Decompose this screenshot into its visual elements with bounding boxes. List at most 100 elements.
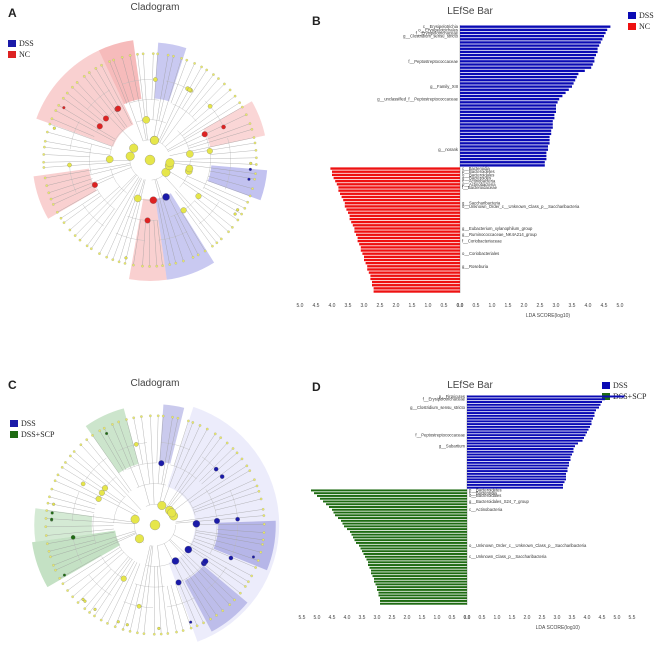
bar-s2-31 — [372, 575, 467, 578]
tree-branch — [162, 422, 193, 506]
bar-label-s2-24: c__Unknown_Class_p__Saccharibacteria — [469, 554, 547, 559]
tree-leaf-node — [99, 618, 103, 622]
legend-swatch-dss-c — [10, 420, 18, 427]
bar-label-s2-21: g__Ruminococcaceae_NK4A214_group — [462, 232, 537, 237]
bar-s1-8 — [467, 417, 593, 420]
bar-s2-17 — [351, 220, 460, 224]
tree-node — [221, 124, 226, 130]
clade-highlight-5 — [155, 193, 215, 280]
tree-node — [187, 87, 192, 93]
panel-d-letter: D — [312, 380, 321, 394]
tree-leaf-node — [148, 265, 151, 268]
tree-leaf-node — [50, 487, 54, 491]
tree-leaf-node — [187, 419, 190, 423]
legend-label-dss-d: DSS — [613, 381, 628, 390]
tree-branch — [175, 515, 264, 524]
tree-branch — [62, 547, 121, 584]
x-tick-label: 4.5 — [601, 303, 608, 309]
tree-leaf-node — [128, 54, 132, 57]
bar-label-s2-2: o__Bacteroidales — [462, 172, 494, 177]
bar-s2-39 — [380, 597, 467, 600]
tree-leaf-node — [52, 563, 55, 567]
tree-node — [175, 579, 182, 586]
tree-leaf-node — [181, 629, 185, 632]
bar-label-s1-0: c__Erysipelotrichia — [423, 24, 459, 29]
tree-branch — [86, 208, 115, 246]
tree-branch — [92, 435, 132, 492]
legend-label-nc: NC — [19, 50, 31, 59]
tree-leaf-node — [53, 479, 57, 483]
tree-leaf-node — [215, 241, 219, 245]
bar-s1-10 — [460, 57, 595, 60]
tree-branch — [91, 176, 140, 249]
bar-s1-15 — [460, 72, 579, 76]
bar-s2-25 — [366, 558, 467, 561]
bar-s1-22 — [467, 456, 571, 459]
tree-leaf-node — [49, 555, 52, 559]
legend-label-dss: DSS — [19, 39, 34, 48]
tree-leaf-node — [244, 585, 247, 588]
bar-s2-23 — [357, 239, 460, 243]
bar-s2-4 — [323, 500, 467, 503]
bar-s2-18 — [352, 224, 460, 227]
tree-branch — [183, 102, 240, 139]
tree-branch — [115, 563, 141, 627]
x-tick-label: 1.0 — [434, 615, 441, 621]
tree-branch — [46, 528, 114, 536]
tree-leaf-node — [125, 418, 128, 421]
bar-s1-33 — [460, 129, 552, 132]
tree-branch — [57, 189, 98, 213]
bar-s2-2 — [332, 173, 460, 177]
tree-branch — [49, 123, 113, 147]
bar-s1-16 — [460, 75, 577, 79]
bar-s1-41 — [460, 154, 547, 158]
bar-s2-20 — [359, 544, 467, 547]
bar-label-s1-14: f__Peptostreptococcaceae — [415, 432, 465, 437]
tree-branch — [203, 187, 245, 209]
tree-leaf-node — [76, 601, 80, 604]
x-tick-label: 0.5 — [473, 303, 480, 309]
tree-branch — [170, 60, 187, 104]
x-tick-label: 0.0 — [457, 303, 464, 309]
tree-leaf-node — [223, 82, 226, 86]
tree-branch — [101, 65, 132, 125]
tree-branch — [126, 419, 150, 506]
tree-branch — [189, 548, 246, 587]
bar-s1-28 — [460, 113, 555, 117]
bar-s1-43 — [460, 161, 545, 164]
tree-branch — [67, 92, 104, 123]
tree-branch — [182, 69, 207, 109]
bar-s2-25 — [360, 246, 460, 249]
tree-branch — [193, 485, 258, 511]
bar-s2-35 — [377, 586, 467, 589]
tree-leaf-node — [255, 156, 258, 160]
tree-branch — [159, 418, 179, 505]
tree-branch — [70, 455, 108, 486]
bar-s2-1 — [314, 492, 467, 495]
legend-label-dssscp-c: DSS+SCP — [21, 430, 55, 439]
tree-node — [213, 517, 220, 524]
tree-branch — [53, 532, 136, 566]
tree-branch — [75, 174, 136, 236]
tree-leaf-node — [203, 249, 207, 253]
tree-node — [102, 485, 109, 492]
tree-branch — [166, 433, 216, 508]
tree-leaf-node — [172, 54, 175, 58]
panel-a-title: Cladogram — [130, 2, 180, 13]
bar-s1-12 — [460, 63, 593, 66]
tree-leaf-node — [44, 517, 48, 520]
bar-s2-12 — [342, 522, 467, 525]
tree-branch — [46, 164, 131, 186]
tree-leaf-node — [46, 542, 49, 546]
tree-branch — [152, 53, 158, 120]
tree-leaf-node — [43, 145, 46, 149]
bar-s2-2 — [317, 494, 467, 497]
tree-branch — [63, 98, 101, 126]
tree-leaf-node — [240, 212, 243, 216]
tree-leaf-node — [42, 160, 45, 164]
bar-s2-15 — [350, 530, 467, 533]
bar-s1-12 — [467, 428, 589, 431]
tree-branch — [188, 129, 252, 149]
tree-leaf-node — [193, 62, 196, 65]
tree-node — [67, 162, 72, 168]
